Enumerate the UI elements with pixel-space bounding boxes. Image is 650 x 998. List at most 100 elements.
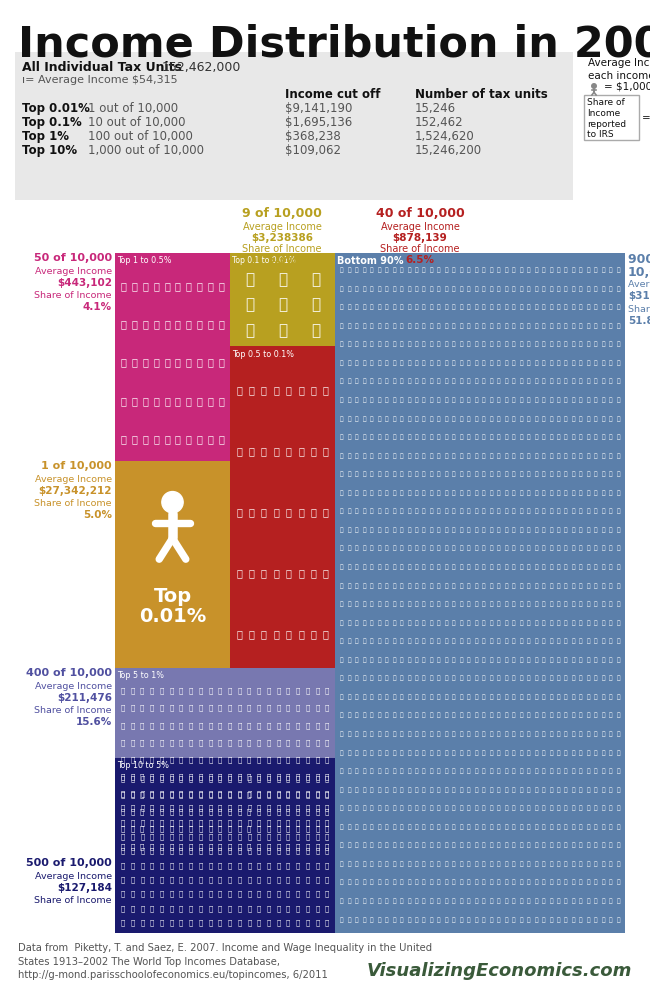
Text: ⧗: ⧗	[140, 891, 144, 897]
Text: ⧗: ⧗	[460, 805, 463, 811]
Text: ⧗: ⧗	[504, 304, 508, 310]
Text: ⧗: ⧗	[542, 546, 545, 552]
Text: ⧗: ⧗	[556, 676, 560, 682]
Text: ⧗: ⧗	[422, 695, 426, 700]
Text: ⧗: ⧗	[385, 620, 388, 626]
Text: ⧗: ⧗	[315, 862, 320, 868]
Text: ⧗: ⧗	[519, 546, 523, 552]
Text: ⧗: ⧗	[504, 842, 508, 848]
Text: ⧗: ⧗	[534, 546, 538, 552]
Text: ⧗: ⧗	[355, 657, 358, 663]
Text: ⧗: ⧗	[437, 676, 441, 682]
Text: ⧗: ⧗	[452, 434, 456, 440]
Text: ⧗: ⧗	[497, 490, 500, 496]
Text: ⧗: ⧗	[355, 824, 358, 829]
Text: ⧗: ⧗	[218, 876, 222, 883]
Text: ⧗: ⧗	[482, 880, 486, 885]
Text: ⧗: ⧗	[564, 583, 567, 589]
Text: ⧗: ⧗	[218, 756, 222, 763]
Text: ⧗: ⧗	[556, 695, 560, 700]
Text: ⧗: ⧗	[276, 847, 281, 854]
Text: Average Income: Average Income	[35, 682, 112, 691]
Text: ⧗: ⧗	[474, 341, 478, 347]
Text: ⧗: ⧗	[408, 639, 411, 644]
Text: ⧗: ⧗	[170, 775, 174, 782]
Text: ⧗: ⧗	[504, 713, 508, 719]
Text: ⧗: ⧗	[286, 843, 291, 849]
Text: ⧗: ⧗	[121, 919, 125, 926]
Text: ⧗: ⧗	[437, 805, 441, 811]
Text: ⧗: ⧗	[370, 880, 373, 885]
Text: ⧗: ⧗	[121, 876, 125, 883]
Text: ⧗: ⧗	[430, 583, 433, 589]
Text: ⧗: ⧗	[348, 583, 351, 589]
Text: ⧗: ⧗	[556, 434, 560, 440]
Text: ⧗: ⧗	[601, 565, 605, 570]
Text: ⧗: ⧗	[153, 357, 159, 367]
Text: ⧗: ⧗	[594, 341, 597, 347]
Text: ⧗: ⧗	[430, 304, 433, 310]
Text: ⧗: ⧗	[363, 824, 366, 829]
Text: ⧗: ⧗	[460, 286, 463, 291]
Text: ⧗: ⧗	[150, 790, 154, 796]
Text: ⧗: ⧗	[197, 434, 203, 444]
Text: ⧗: ⧗	[315, 722, 320, 729]
Text: ⧗: ⧗	[325, 891, 330, 897]
Text: ⧗: ⧗	[408, 286, 411, 291]
Text: ⧗: ⧗	[549, 787, 552, 792]
Text: ⧗: ⧗	[355, 490, 358, 496]
Text: ⧗: ⧗	[363, 880, 366, 885]
Text: ⧗: ⧗	[131, 357, 137, 367]
Text: ⧗: ⧗	[348, 472, 351, 477]
Text: ⧗: ⧗	[363, 286, 366, 291]
Text: ⧗: ⧗	[512, 416, 515, 421]
Text: ⧗: ⧗	[370, 676, 373, 682]
Text: ⧗: ⧗	[298, 446, 304, 456]
Text: ⧗: ⧗	[519, 453, 523, 459]
Text: ⧗: ⧗	[208, 775, 213, 782]
Text: ⧗: ⧗	[512, 360, 515, 366]
Text: ⧗: ⧗	[437, 397, 441, 403]
Text: ⧗: ⧗	[564, 360, 567, 366]
Text: $878,139: $878,139	[393, 233, 447, 243]
Text: ⧗: ⧗	[452, 732, 456, 737]
Text: ⧗: ⧗	[467, 323, 471, 328]
Text: ⧗: ⧗	[274, 385, 280, 395]
Text: ⧗: ⧗	[257, 905, 261, 912]
Text: ⧗: ⧗	[564, 880, 567, 885]
Text: ⧗: ⧗	[227, 756, 232, 763]
Text: ⧗: ⧗	[512, 898, 515, 904]
Text: Income cut off: Income cut off	[285, 88, 380, 101]
Text: ⧗: ⧗	[474, 805, 478, 811]
Text: ⧗: ⧗	[594, 286, 597, 291]
Text: ⧗: ⧗	[131, 395, 137, 406]
Text: ⧗: ⧗	[306, 705, 310, 712]
Text: ⧗: ⧗	[247, 876, 252, 883]
Text: ⧗: ⧗	[131, 319, 137, 329]
Text: 1 out of 10,000: 1 out of 10,000	[88, 102, 178, 115]
Text: ⧗: ⧗	[276, 688, 281, 694]
Text: ⧗: ⧗	[534, 917, 538, 922]
Text: ⧗: ⧗	[556, 323, 560, 328]
Text: ⧗: ⧗	[460, 565, 463, 570]
Text: ⧗: ⧗	[452, 360, 456, 366]
Text: ⧗: ⧗	[556, 341, 560, 347]
Text: ⧗: ⧗	[527, 453, 530, 459]
Text: ⧗: ⧗	[315, 775, 320, 782]
Text: Top 5 to 1%: Top 5 to 1%	[117, 671, 164, 680]
Text: ⧗: ⧗	[586, 695, 590, 700]
Text: ⧗: ⧗	[306, 808, 310, 815]
Text: ⧗: ⧗	[340, 416, 343, 421]
Text: ⧗: ⧗	[489, 842, 493, 848]
Text: ⧗: ⧗	[306, 819, 310, 825]
Text: ⧗: ⧗	[497, 805, 500, 811]
Text: ⧗: ⧗	[131, 862, 135, 868]
Text: ⧗: ⧗	[512, 639, 515, 644]
Text: ⧗: ⧗	[527, 917, 530, 922]
Text: ⧗: ⧗	[422, 861, 426, 867]
Text: ⧗: ⧗	[400, 323, 403, 328]
Text: ⧗: ⧗	[430, 695, 433, 700]
Text: ⧗: ⧗	[497, 713, 500, 719]
Text: ⧗: ⧗	[601, 416, 605, 421]
Text: ⧗: ⧗	[179, 775, 183, 782]
